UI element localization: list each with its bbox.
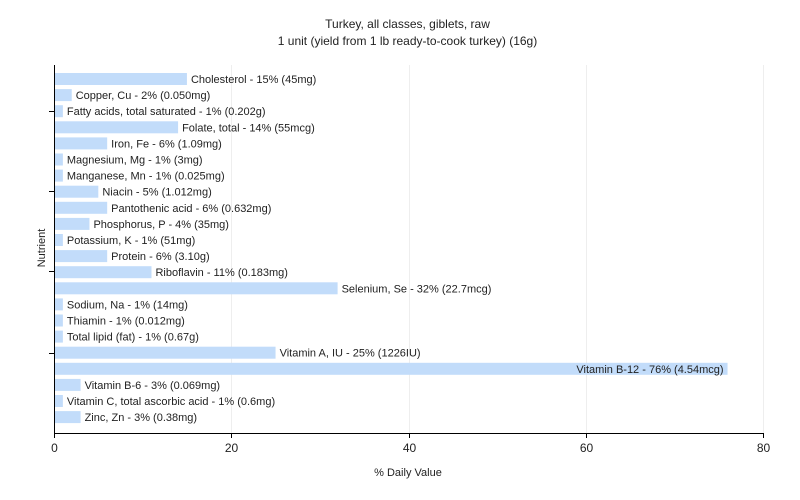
bar-data-label: Folate, total - 14% (55mcg)	[182, 122, 315, 134]
bar	[55, 395, 63, 407]
x-tick-label: 0	[51, 441, 58, 455]
bar-data-label: Fatty acids, total saturated - 1% (0.202…	[67, 106, 266, 118]
bar-data-label: Riboflavin - 11% (0.183mg)	[155, 267, 287, 279]
bars: Cholesterol - 15% (45mg) Copper, Cu - 2% …	[55, 73, 728, 424]
bar-data-label: Cholesterol - 15% (45mg)	[191, 74, 316, 86]
bar	[55, 282, 338, 295]
bar-data-label: Phosphorus, P - 4% (35mg)	[93, 219, 229, 231]
bar-data-label: Vitamin C, total ascorbic acid - 1% (0.6…	[67, 396, 275, 408]
bar-data-label: Pantothenic acid - 6% (0.632mg)	[111, 203, 271, 215]
bar-data-label: Total lipid (fat) - 1% (0.67g)	[67, 332, 199, 344]
bar	[55, 362, 728, 375]
bar-data-label: Vitamin B-12 - 76% (4.54mcg)	[576, 364, 723, 376]
bar-data-label: Thiamin - 1% (0.012mg)	[67, 316, 185, 328]
bar	[55, 169, 63, 182]
chart-title-block: Turkey, all classes, giblets, raw 1 unit…	[0, 16, 800, 50]
bar-data-label: Zinc, Zn - 3% (0.38mg)	[85, 412, 197, 424]
bar-data-label: Potassium, K - 1% (51mg)	[67, 235, 195, 247]
grid-lines	[231, 65, 764, 433]
bar-data-label: Copper, Cu - 2% (0.050mg)	[76, 90, 211, 102]
x-tick-label: 20	[225, 441, 239, 455]
chart-title: Turkey, all classes, giblets, raw	[325, 17, 490, 31]
bar	[55, 105, 63, 118]
bar	[55, 411, 81, 424]
bar	[55, 201, 108, 214]
bar	[55, 346, 276, 359]
bar	[55, 314, 63, 327]
x-tick-label: 60	[580, 441, 594, 455]
axes: 0 20 40 60 80	[49, 65, 770, 455]
bar	[55, 378, 81, 391]
chart-subtitle: 1 unit (yield from 1 lb ready-to-cook tu…	[277, 34, 538, 48]
x-tick-label: 40	[403, 441, 417, 455]
bar-data-label: Manganese, Mn - 1% (0.025mg)	[67, 171, 225, 183]
bar	[55, 234, 63, 246]
bar	[55, 185, 99, 198]
bar-data-label: Protein - 6% (3.10g)	[111, 251, 209, 263]
bar	[55, 153, 63, 166]
x-tick-label: 80	[757, 441, 771, 455]
bar-data-label: Niacin - 5% (1.012mg)	[102, 187, 211, 199]
bar-data-label: Vitamin B-6 - 3% (0.069mg)	[85, 380, 221, 392]
bar	[55, 137, 108, 150]
bar	[55, 330, 63, 343]
bar-data-label: Iron, Fe - 6% (1.09mg)	[111, 138, 222, 150]
bar	[55, 121, 179, 134]
bar	[55, 298, 63, 311]
bar-data-label: Sodium, Na - 1% (14mg)	[67, 299, 188, 311]
bar-data-label: Magnesium, Mg - 1% (3mg)	[67, 155, 203, 167]
bar	[55, 89, 72, 102]
bar	[55, 250, 108, 263]
bar	[55, 266, 152, 279]
bar-data-label: Selenium, Se - 32% (22.7mcg)	[342, 283, 492, 295]
bar	[55, 73, 187, 85]
bar	[55, 217, 90, 230]
y-axis-title: Nutrient	[36, 229, 48, 268]
x-axis-title: % Daily Value	[374, 467, 442, 479]
bar-data-label: Vitamin A, IU - 25% (1226IU)	[280, 348, 421, 360]
